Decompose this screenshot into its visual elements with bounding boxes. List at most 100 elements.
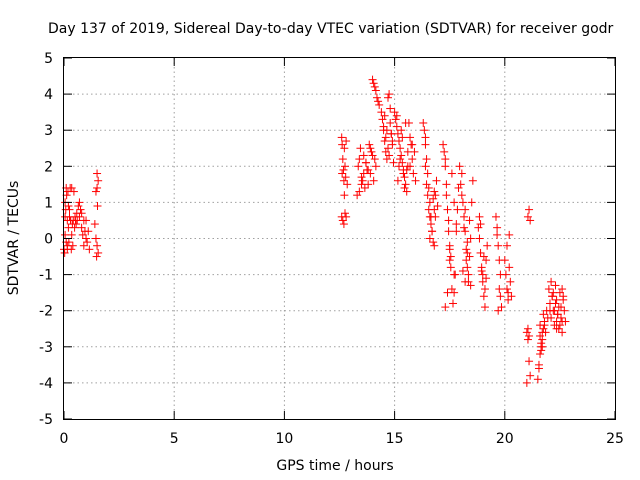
data-point xyxy=(72,220,81,229)
data-point xyxy=(533,375,542,384)
data-point xyxy=(494,241,503,250)
y-tick-label: 5 xyxy=(44,51,53,67)
data-point xyxy=(453,205,462,214)
data-point xyxy=(358,176,367,185)
data-point xyxy=(478,277,487,286)
data-point xyxy=(395,137,404,146)
data-point xyxy=(458,266,467,275)
data-point xyxy=(447,285,456,294)
data-point xyxy=(372,93,381,102)
data-point xyxy=(425,234,434,243)
data-point xyxy=(389,158,398,167)
data-point xyxy=(447,169,456,178)
data-point xyxy=(369,79,378,88)
data-point xyxy=(343,180,352,189)
data-point xyxy=(355,187,364,196)
data-point xyxy=(551,281,560,290)
data-point xyxy=(402,187,411,196)
data-point xyxy=(422,180,431,189)
data-point xyxy=(90,220,99,229)
data-point xyxy=(426,220,435,229)
data-point xyxy=(339,220,348,229)
data-point xyxy=(522,328,531,337)
y-tick-label: 2 xyxy=(44,159,53,175)
data-point xyxy=(463,248,472,257)
data-point xyxy=(364,165,373,174)
data-point xyxy=(561,317,570,326)
data-point xyxy=(442,180,451,189)
data-point xyxy=(558,285,567,294)
data-point xyxy=(366,144,375,153)
data-point xyxy=(479,292,488,301)
plot-frame xyxy=(63,57,616,420)
data-point xyxy=(446,263,455,272)
data-point xyxy=(401,118,410,127)
data-point xyxy=(495,285,504,294)
data-point xyxy=(403,147,412,156)
data-point xyxy=(466,234,475,243)
data-point xyxy=(94,248,103,257)
data-point xyxy=(475,212,484,221)
data-point xyxy=(452,227,461,236)
data-point xyxy=(408,140,417,149)
data-point xyxy=(560,306,569,315)
data-point xyxy=(428,227,437,236)
data-point xyxy=(505,230,514,239)
data-point xyxy=(93,183,102,192)
data-point xyxy=(361,158,370,167)
data-point xyxy=(382,155,391,164)
data-point xyxy=(396,155,405,164)
data-point xyxy=(507,292,516,301)
data-point xyxy=(483,241,492,250)
data-point xyxy=(338,140,347,149)
data-point xyxy=(398,133,407,142)
data-point xyxy=(94,176,103,185)
data-point xyxy=(430,241,439,250)
data-point xyxy=(503,285,512,294)
data-point xyxy=(504,295,513,304)
data-point xyxy=(368,151,377,160)
data-point xyxy=(551,299,560,308)
data-point xyxy=(549,288,558,297)
data-point xyxy=(356,144,365,153)
data-point xyxy=(478,270,487,279)
x-tick-label: 25 xyxy=(606,431,624,447)
data-point xyxy=(398,158,407,167)
data-point xyxy=(523,324,532,333)
data-point xyxy=(525,357,534,366)
data-point xyxy=(461,205,470,214)
data-point xyxy=(443,205,452,214)
x-tick-label: 0 xyxy=(60,431,69,447)
data-point xyxy=(392,122,401,131)
data-point xyxy=(399,169,408,178)
data-point xyxy=(77,223,86,232)
data-point xyxy=(342,137,351,146)
data-point xyxy=(429,238,438,247)
data-point xyxy=(383,93,392,102)
data-point xyxy=(397,126,406,135)
data-point xyxy=(386,104,395,113)
data-point xyxy=(422,155,431,164)
data-point xyxy=(536,350,545,359)
data-point xyxy=(419,118,428,127)
data-point xyxy=(526,216,535,225)
data-point xyxy=(536,331,545,340)
data-point xyxy=(355,155,364,164)
data-point xyxy=(64,202,73,211)
data-point xyxy=(365,140,374,149)
data-point xyxy=(456,180,465,189)
data-point xyxy=(555,321,564,330)
data-point xyxy=(493,230,502,239)
data-point xyxy=(559,295,568,304)
data-point xyxy=(338,155,347,164)
data-point xyxy=(482,274,491,283)
data-point xyxy=(393,129,402,138)
y-tick-label: 4 xyxy=(44,87,53,103)
data-point xyxy=(525,331,534,340)
data-point xyxy=(371,86,380,95)
data-point xyxy=(425,198,434,207)
data-point xyxy=(557,313,566,322)
data-point xyxy=(421,140,430,149)
data-point xyxy=(465,252,474,261)
data-point xyxy=(461,227,470,236)
